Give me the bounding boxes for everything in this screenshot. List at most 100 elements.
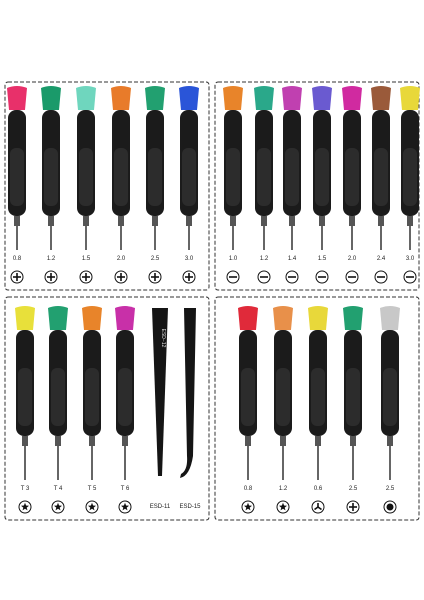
grip [346, 368, 360, 426]
collar [22, 436, 28, 446]
size-label: 2.0 [348, 256, 357, 262]
tip-icon [314, 506, 319, 511]
tip-icon [54, 502, 62, 511]
collar [378, 216, 384, 226]
cap [312, 86, 332, 110]
collar [350, 436, 356, 446]
collar [280, 436, 286, 446]
collar [89, 436, 95, 446]
collar [48, 216, 54, 226]
tweezer-label: ESD-11 [150, 504, 171, 510]
collar [289, 216, 295, 226]
size-label: 1.5 [318, 256, 327, 262]
grip [311, 368, 325, 426]
collar [14, 216, 20, 226]
cap [15, 306, 35, 330]
grip [345, 148, 359, 206]
size-label: 1.4 [288, 256, 297, 262]
collar [407, 216, 413, 226]
grip [18, 368, 32, 426]
tip-icon [244, 502, 252, 511]
size-label: T 4 [54, 486, 63, 492]
panel-border [4, 296, 210, 521]
collar [349, 216, 355, 226]
grip [285, 148, 299, 206]
collar [122, 436, 128, 446]
size-label: 1.2 [260, 256, 269, 262]
grip [118, 368, 132, 426]
cap [179, 86, 199, 110]
cap [380, 306, 400, 330]
cap [115, 306, 135, 330]
collar [387, 436, 393, 446]
grip [79, 148, 93, 206]
cap [342, 86, 362, 110]
tip-icon [279, 502, 287, 511]
collar [245, 436, 251, 446]
cap [76, 86, 96, 110]
tip-icon [317, 506, 322, 511]
cap [273, 306, 293, 330]
cap [400, 86, 420, 110]
cap [223, 86, 243, 110]
size-label: 3.0 [406, 256, 415, 262]
size-label: 1.0 [229, 256, 238, 262]
collar [230, 216, 236, 226]
grip [148, 148, 162, 206]
cap [145, 86, 165, 110]
cap [238, 306, 258, 330]
size-label: 0.8 [244, 486, 253, 492]
cap [7, 86, 27, 110]
collar [186, 216, 192, 226]
size-label: T 5 [88, 486, 97, 492]
tweezer [180, 308, 196, 478]
grip [51, 368, 65, 426]
tweezer [152, 308, 168, 476]
size-label: T 6 [121, 486, 130, 492]
size-label: 2.5 [151, 256, 160, 262]
size-label: 0.6 [314, 486, 323, 492]
tip-icon [21, 502, 29, 511]
grip [374, 148, 388, 206]
grip [241, 368, 255, 426]
grip [114, 148, 128, 206]
tweezer-label: ESD-15 [179, 504, 201, 510]
grip [276, 368, 290, 426]
collar [261, 216, 267, 226]
collar [118, 216, 124, 226]
cap [48, 306, 68, 330]
size-label: 3.0 [185, 256, 194, 262]
grip [10, 148, 24, 206]
cap [82, 306, 102, 330]
cap [343, 306, 363, 330]
grip [403, 148, 417, 206]
cap [254, 86, 274, 110]
cap [308, 306, 328, 330]
size-label: 2.4 [377, 256, 386, 262]
cap [371, 86, 391, 110]
collar [55, 436, 61, 446]
grip [315, 148, 329, 206]
grip [85, 368, 99, 426]
collar [152, 216, 158, 226]
size-label: 2.5 [386, 486, 395, 492]
collar [319, 216, 325, 226]
size-label: T 3 [21, 486, 30, 492]
tip-icon [88, 502, 96, 511]
grip [182, 148, 196, 206]
tip-icon [386, 503, 394, 511]
size-label: 1.5 [82, 256, 91, 262]
size-label: 0.8 [13, 256, 22, 262]
panel-border [214, 296, 420, 521]
cap [282, 86, 302, 110]
cap [111, 86, 131, 110]
collar [315, 436, 321, 446]
size-label: 1.2 [47, 256, 56, 262]
grip [44, 148, 58, 206]
collar [83, 216, 89, 226]
tweezer-marking: ESD−12 [160, 329, 166, 348]
size-label: 1.2 [279, 486, 288, 492]
grip [257, 148, 271, 206]
panel-border [4, 81, 210, 291]
